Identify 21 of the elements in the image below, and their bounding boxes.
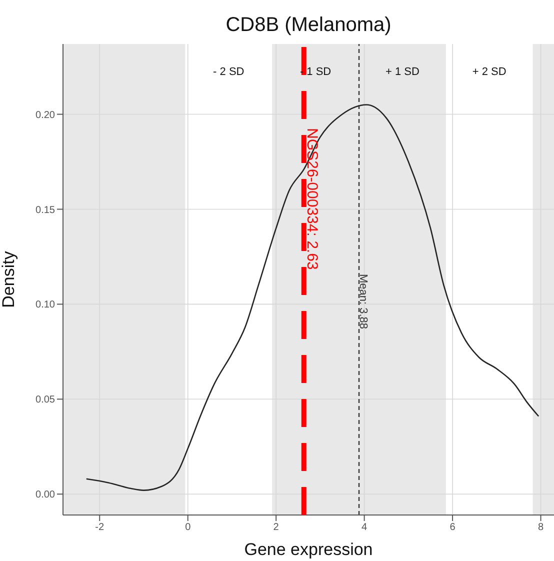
line-series xyxy=(86,104,540,491)
x-tick-label: 4 xyxy=(362,522,368,534)
x-tick-label: -2 xyxy=(95,522,104,534)
annotation: + 2 SD xyxy=(472,66,506,78)
y-tick-label: 0.10 xyxy=(36,300,56,311)
ref-line-label: NGS26-000334: 2.63 xyxy=(303,128,320,270)
x-tick-label: 6 xyxy=(450,522,456,534)
ref-line-label: Mean: 3.88 xyxy=(357,274,370,330)
annotation: - 1 SD xyxy=(300,66,332,78)
annotation: - 2 SD xyxy=(213,66,244,78)
y-tick-label: 0.00 xyxy=(36,490,56,501)
x-tick-label: 8 xyxy=(538,522,544,534)
x-axis-title: Gene expression xyxy=(244,540,373,559)
y-axis-title: Density xyxy=(0,250,18,308)
annotation: + 1 SD xyxy=(385,66,420,78)
y-tick-label: 0.20 xyxy=(36,110,56,121)
y-tick-label: 0.05 xyxy=(36,394,56,406)
chart-title: CD8B (Melanoma) xyxy=(224,14,392,37)
x-tick-label: 2 xyxy=(273,522,280,534)
x-tick-label: 0 xyxy=(185,522,192,534)
y-tick-label: 0.15 xyxy=(36,204,56,216)
